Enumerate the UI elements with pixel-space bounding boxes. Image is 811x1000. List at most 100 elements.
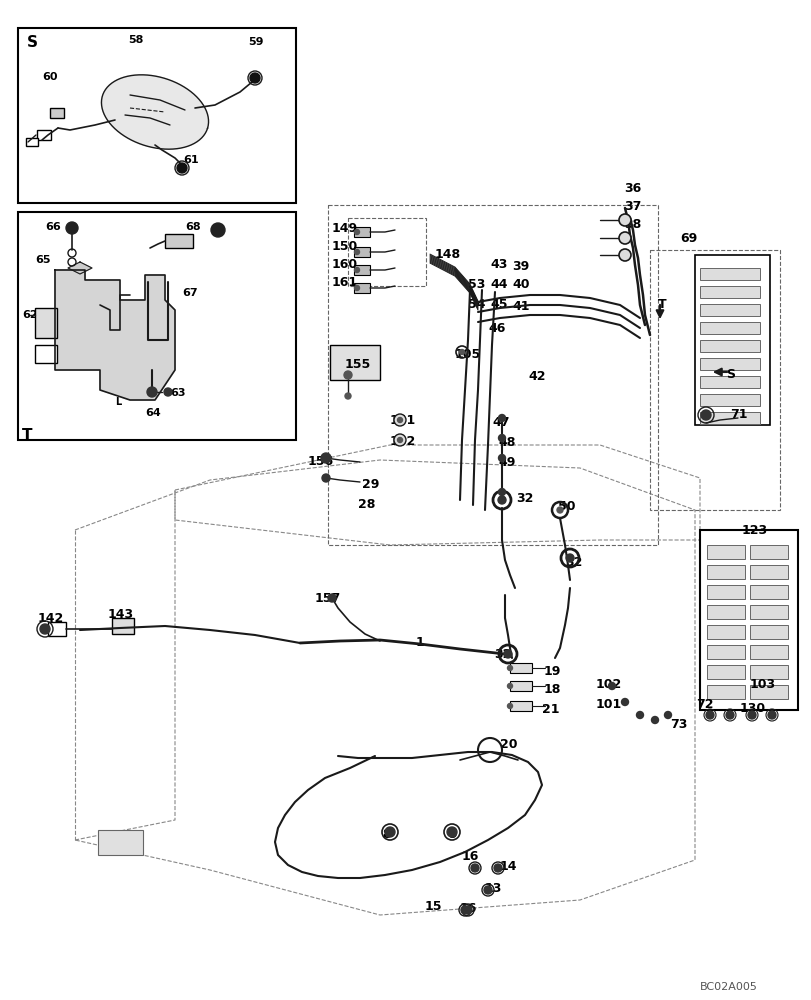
Text: 103: 103: [749, 678, 775, 691]
Text: S: S: [27, 35, 38, 50]
Bar: [348, 218, 426, 286]
Bar: [706, 605, 744, 619]
Bar: [35, 308, 57, 338]
Bar: [699, 286, 759, 298]
Bar: [706, 625, 744, 639]
Circle shape: [345, 393, 350, 399]
Text: 36: 36: [623, 182, 641, 195]
Circle shape: [507, 684, 512, 688]
Circle shape: [747, 711, 755, 719]
Bar: [749, 645, 787, 659]
Circle shape: [322, 474, 329, 482]
Text: 8: 8: [381, 828, 390, 841]
Text: 50: 50: [557, 500, 575, 513]
Text: 41: 41: [512, 300, 529, 313]
Text: 68: 68: [185, 222, 200, 232]
Bar: [706, 685, 744, 699]
Bar: [699, 358, 759, 370]
Text: 63: 63: [169, 388, 185, 398]
Text: 156: 156: [307, 455, 333, 468]
Bar: [18, 212, 296, 440]
Circle shape: [498, 414, 505, 422]
Text: 45: 45: [489, 298, 507, 311]
Text: 69: 69: [679, 232, 697, 245]
Bar: [165, 234, 193, 248]
Text: 32: 32: [493, 648, 511, 661]
Bar: [749, 665, 787, 679]
Bar: [699, 304, 759, 316]
Circle shape: [497, 496, 505, 504]
Text: T: T: [22, 428, 32, 443]
Circle shape: [663, 712, 671, 718]
Circle shape: [650, 716, 658, 724]
Text: 73: 73: [669, 718, 687, 731]
Bar: [509, 701, 531, 711]
Text: 13: 13: [484, 882, 502, 895]
Text: 157: 157: [315, 592, 341, 605]
Circle shape: [328, 594, 336, 602]
Circle shape: [636, 712, 642, 718]
Circle shape: [40, 624, 50, 634]
Text: 101: 101: [595, 698, 621, 711]
Circle shape: [384, 827, 394, 837]
Text: 72: 72: [695, 698, 713, 711]
Text: 61: 61: [182, 155, 199, 165]
Bar: [749, 545, 787, 559]
Text: 32: 32: [564, 556, 581, 569]
Bar: [706, 665, 744, 679]
Text: 14: 14: [500, 860, 517, 873]
Circle shape: [498, 488, 505, 495]
Bar: [749, 625, 787, 639]
Text: 47: 47: [491, 416, 508, 429]
Circle shape: [177, 163, 187, 173]
Circle shape: [354, 267, 359, 272]
Text: 150: 150: [332, 240, 358, 253]
Text: 151: 151: [389, 414, 416, 427]
Circle shape: [320, 453, 331, 463]
Bar: [509, 681, 531, 691]
Text: 58: 58: [128, 35, 144, 45]
Bar: [509, 663, 531, 673]
Bar: [749, 685, 787, 699]
Bar: [706, 565, 744, 579]
Bar: [749, 605, 787, 619]
Text: 21: 21: [541, 703, 559, 716]
Circle shape: [725, 711, 733, 719]
Text: 65: 65: [35, 255, 50, 265]
Text: 102: 102: [595, 678, 621, 691]
Polygon shape: [101, 75, 208, 149]
Circle shape: [483, 886, 491, 894]
Circle shape: [147, 387, 157, 397]
Circle shape: [700, 410, 710, 420]
Text: 64: 64: [145, 408, 161, 418]
Bar: [37, 130, 51, 140]
Bar: [699, 412, 759, 424]
Text: 123: 123: [741, 524, 767, 537]
Text: 60: 60: [42, 72, 58, 82]
Text: 18: 18: [543, 683, 560, 696]
Circle shape: [620, 698, 628, 706]
Circle shape: [461, 906, 469, 914]
Bar: [354, 265, 370, 275]
Text: 19: 19: [543, 665, 560, 678]
Bar: [699, 268, 759, 280]
Bar: [699, 340, 759, 352]
Circle shape: [618, 249, 630, 261]
Text: 71: 71: [729, 408, 747, 421]
Circle shape: [354, 249, 359, 254]
Bar: [354, 247, 370, 257]
Bar: [18, 28, 296, 203]
Bar: [48, 622, 66, 636]
Text: 29: 29: [362, 478, 379, 491]
Circle shape: [250, 73, 260, 83]
Bar: [354, 227, 370, 237]
Bar: [26, 138, 38, 146]
Text: 32: 32: [515, 492, 533, 505]
Text: 54: 54: [467, 298, 485, 311]
Bar: [706, 645, 744, 659]
Bar: [694, 255, 769, 425]
Text: 49: 49: [497, 456, 515, 469]
Bar: [354, 283, 370, 293]
Bar: [329, 345, 380, 380]
Circle shape: [507, 704, 512, 708]
